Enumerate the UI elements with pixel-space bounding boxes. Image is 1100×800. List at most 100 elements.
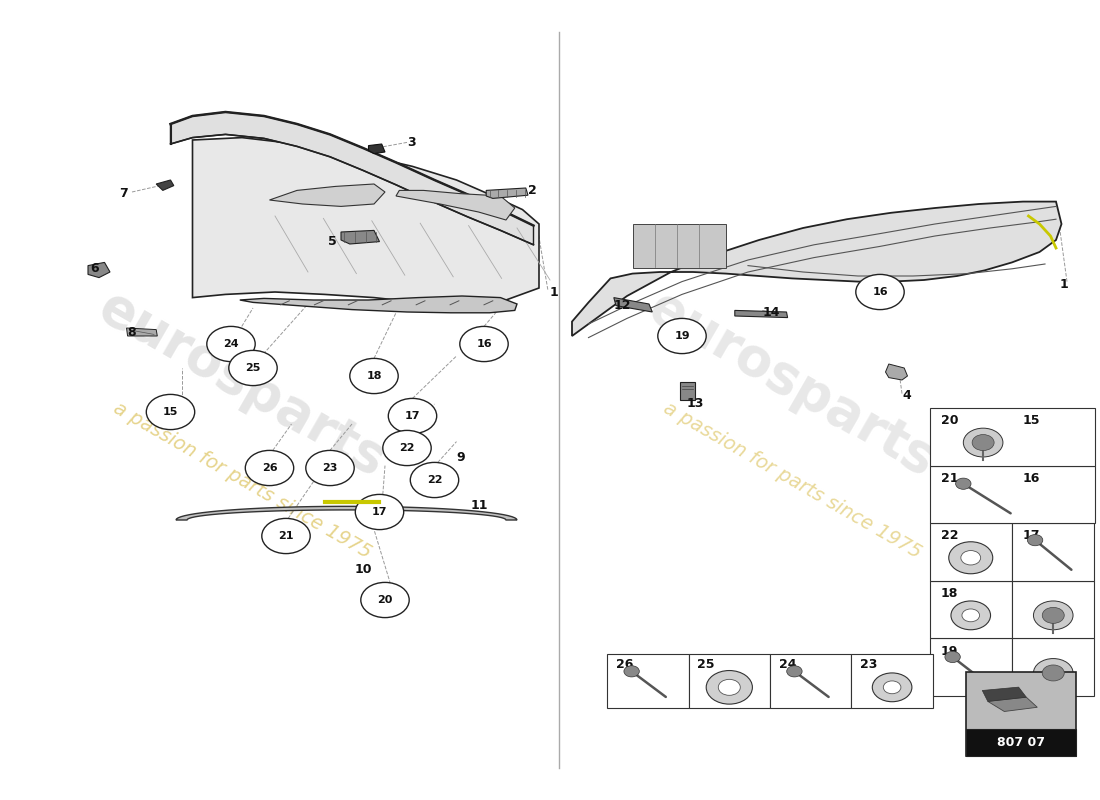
Bar [851,654,933,708]
Text: 18: 18 [940,587,958,600]
Text: 17: 17 [1023,530,1041,542]
Text: 11: 11 [471,499,488,512]
Text: 20: 20 [940,414,958,427]
Bar [966,672,1076,756]
Text: 12: 12 [614,299,631,312]
Text: 21: 21 [278,531,294,541]
Polygon shape [126,328,157,336]
Text: a passion for parts since 1975: a passion for parts since 1975 [110,398,374,562]
Polygon shape [396,190,515,220]
Text: 22: 22 [940,530,958,542]
Text: 9: 9 [456,451,465,464]
Polygon shape [486,188,528,198]
Polygon shape [341,230,380,244]
Circle shape [388,398,437,434]
Text: 5: 5 [328,235,337,248]
Text: 4: 4 [902,389,911,402]
Circle shape [972,434,994,450]
Polygon shape [192,138,539,306]
Bar [1012,523,1094,581]
Circle shape [245,450,294,486]
Bar [1012,581,1094,638]
Circle shape [262,518,310,554]
Circle shape [383,430,431,466]
Polygon shape [156,180,174,190]
Circle shape [883,681,901,694]
Text: 15: 15 [163,407,178,417]
Circle shape [961,550,981,565]
Polygon shape [240,296,517,313]
Text: 16: 16 [872,287,888,297]
Circle shape [355,494,404,530]
Circle shape [945,651,960,662]
Circle shape [948,542,992,574]
Text: 23: 23 [322,463,338,473]
Text: 22: 22 [427,475,442,485]
Text: 19: 19 [940,645,958,658]
Text: 8: 8 [128,326,136,339]
Bar [770,654,851,708]
Bar [930,466,1094,523]
Bar [680,382,695,400]
Polygon shape [270,184,385,206]
Bar [966,729,1076,756]
Text: 23: 23 [860,658,878,671]
Circle shape [1043,607,1065,623]
Circle shape [1034,601,1072,630]
Text: 16: 16 [1023,472,1041,485]
Text: 15: 15 [1023,414,1041,427]
Text: 1: 1 [550,286,559,298]
Circle shape [706,670,752,704]
Circle shape [624,666,639,677]
Text: 20: 20 [377,595,393,605]
Circle shape [410,462,459,498]
Circle shape [964,428,1003,457]
Text: eurosparts: eurosparts [639,281,945,487]
Text: 21: 21 [940,472,958,485]
Text: 24: 24 [223,339,239,349]
Bar [930,408,1094,466]
Text: 10: 10 [354,563,372,576]
Text: 26: 26 [262,463,277,473]
Polygon shape [368,144,385,154]
Text: 18: 18 [366,371,382,381]
Circle shape [956,478,971,490]
Text: 16: 16 [476,339,492,349]
Circle shape [786,666,802,677]
Circle shape [856,274,904,310]
Circle shape [361,582,409,618]
Text: 6: 6 [90,262,99,275]
Text: 17: 17 [405,411,420,421]
Text: 25: 25 [697,658,715,671]
Circle shape [207,326,255,362]
Text: 25: 25 [245,363,261,373]
Circle shape [350,358,398,394]
Text: 1: 1 [1059,278,1068,290]
Circle shape [229,350,277,386]
Bar [930,523,1012,581]
Text: 807 07: 807 07 [997,736,1045,749]
Circle shape [460,326,508,362]
Text: 2: 2 [528,184,537,197]
Text: 7: 7 [119,187,128,200]
Circle shape [872,673,912,702]
Text: 19: 19 [674,331,690,341]
Bar [1012,638,1094,696]
Polygon shape [735,310,788,318]
Text: 14: 14 [762,306,780,319]
Bar [632,224,726,268]
Polygon shape [170,112,534,245]
Text: eurosparts: eurosparts [89,281,395,487]
Polygon shape [886,364,907,380]
Text: 13: 13 [686,397,704,410]
Polygon shape [176,506,517,520]
Polygon shape [88,262,110,278]
Circle shape [961,609,979,622]
Polygon shape [614,298,652,312]
Bar [930,581,1012,638]
Circle shape [1034,658,1072,687]
Polygon shape [982,687,1026,702]
Text: 17: 17 [372,507,387,517]
Text: a passion for parts since 1975: a passion for parts since 1975 [660,398,924,562]
Text: 3: 3 [407,136,416,149]
